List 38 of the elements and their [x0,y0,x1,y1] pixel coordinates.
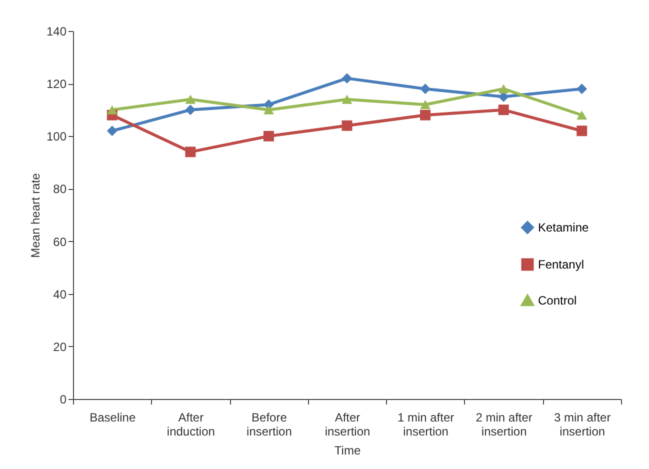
point [342,94,352,104]
x-tick-label: 1 min after insertion [397,410,454,438]
point [576,84,588,94]
point [576,110,588,120]
y-tick-label: 60 [53,234,67,249]
x-tick-label: After induction [166,410,215,438]
y-tick-label: 80 [53,182,67,196]
point [420,110,431,120]
x-tick-label: Before insertion [246,410,292,438]
point [498,84,509,94]
y-tick-label: 20 [53,340,67,354]
x-tick-label: After insertion [324,410,370,438]
point [420,100,431,110]
legend-label: Ketamine [538,220,590,234]
point [576,126,588,136]
point [185,94,196,104]
y-tick-label: 120 [46,77,67,92]
y-tick-label: 140 [46,24,67,38]
point [342,73,352,84]
point [498,104,509,116]
x-axis-title: Time [334,444,361,458]
point [420,84,431,94]
y-tick-label: 100 [46,130,67,144]
x-tick-label: Baseline [90,410,136,424]
point [263,130,274,142]
point [263,105,274,114]
point [106,105,118,114]
legend-label: Control [538,294,577,308]
point [185,146,196,158]
point [185,104,196,116]
y-tick-label: 40 [53,287,67,302]
point [342,120,352,131]
x-tick-label: 3 min after insertion [554,410,611,438]
x-tick-label: 2 min after insertion [476,410,532,438]
point [106,126,118,136]
y-axis-title: Mean heart rate [28,172,42,258]
legend-label: Fentanyl [538,258,584,272]
y-tick-label: 0 [60,392,67,406]
